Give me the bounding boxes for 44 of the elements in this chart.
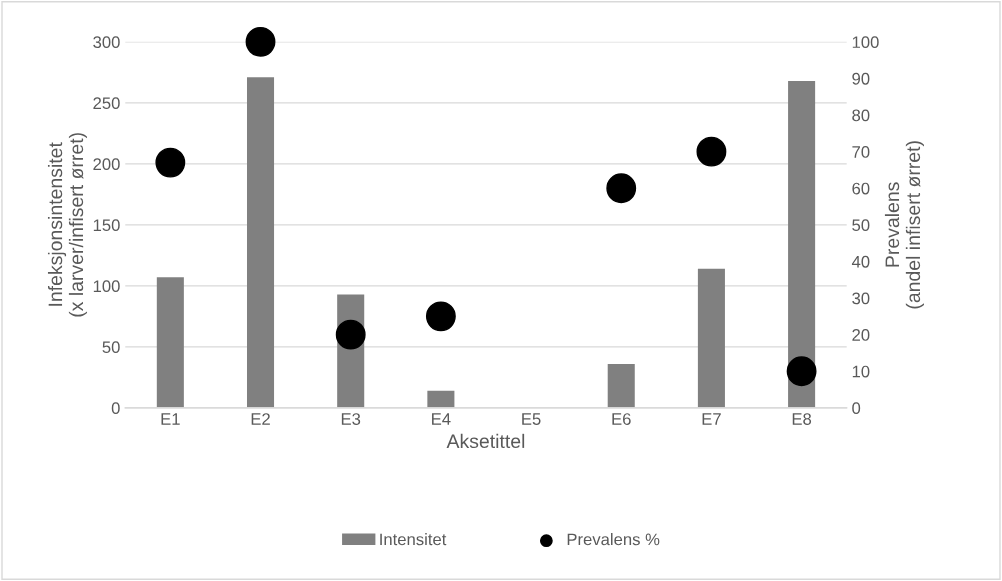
y2-tick-label: 70 [852, 146, 870, 158]
y-tick-label: 200 [93, 158, 120, 171]
bar [156, 277, 184, 408]
x-tick-label: E5 [522, 413, 541, 425]
y2-tick-label: 0 [852, 402, 861, 415]
y-axis-title: Infeksjonsintensitet (x larver/infisert ørret) [47, 133, 88, 317]
legend-label: Prevalens % [567, 533, 660, 546]
y-tick-label: 100 [93, 280, 120, 293]
y-tick-label: 50 [102, 341, 120, 354]
x-tick-label: E1 [161, 413, 180, 425]
y-tick-label: 150 [93, 219, 120, 232]
y2-axis-title: Prevalens (andel infisert ørret) [884, 141, 924, 309]
point [155, 147, 186, 178]
bar [607, 363, 635, 408]
y2-tick-label: 10 [852, 365, 870, 378]
point [606, 173, 637, 204]
y2-tick-label: 20 [852, 329, 870, 341]
point [245, 26, 276, 57]
point [425, 301, 456, 332]
x-axis-title: Aksetittel [446, 433, 525, 449]
y-tick-label: 300 [93, 36, 120, 49]
y2-tick-label: 50 [852, 219, 870, 232]
y-tick-label: 250 [93, 97, 120, 110]
x-tick-label: E3 [341, 413, 361, 425]
point [696, 136, 727, 167]
y2-tick-label: 90 [852, 72, 870, 85]
y2-tick-label: 30 [852, 292, 870, 305]
y-tick-label: 0 [111, 402, 120, 415]
y2-tick-label: 100 [852, 36, 879, 49]
x-tick-label: E6 [612, 413, 631, 425]
x-tick-label: E2 [251, 413, 270, 425]
bar [788, 80, 816, 408]
y2-tick-label: 80 [852, 109, 870, 122]
legend-label: Intensitet [380, 533, 447, 546]
x-tick-label: E7 [702, 413, 721, 425]
point [786, 356, 817, 387]
point [335, 319, 366, 350]
x-tick-label: E4 [432, 413, 451, 425]
bar [697, 268, 725, 408]
x-tick-label: E8 [792, 413, 812, 425]
bar [427, 390, 455, 408]
bar [246, 77, 275, 408]
y2-tick-label: 60 [852, 182, 870, 195]
y2-tick-label: 40 [851, 255, 870, 268]
